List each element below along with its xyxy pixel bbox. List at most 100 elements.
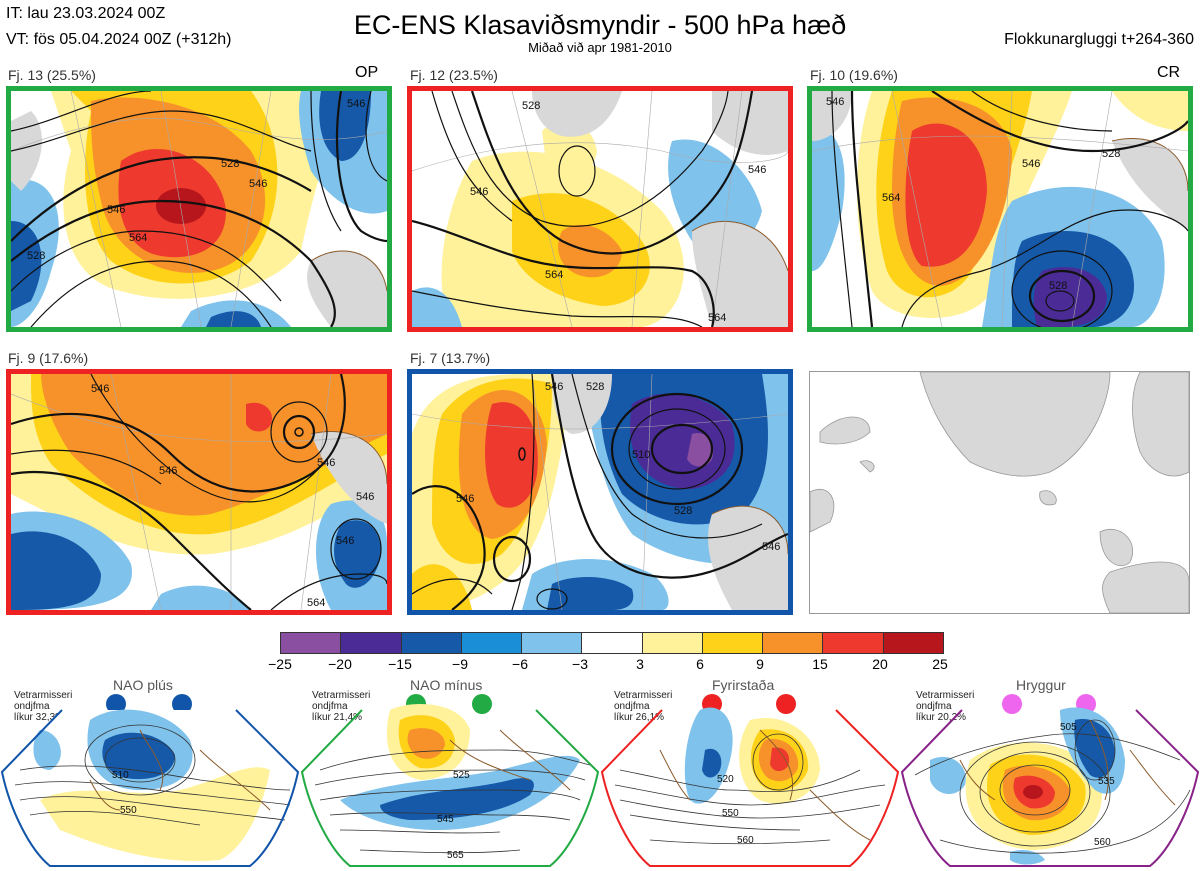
regime-map-nao-plus: 510 550 [0, 694, 300, 867]
regime-info-line: Vetrarmisseri [614, 690, 673, 701]
regime-title: NAO mínus [410, 677, 483, 693]
contour-label: 546 [91, 383, 109, 395]
regime-dot [1002, 694, 1022, 714]
colorbar-segment [281, 633, 342, 653]
colorbar-segment [461, 633, 523, 653]
regime-contour-label: 535 [1098, 776, 1115, 787]
colorbar-tick: −15 [388, 656, 412, 672]
regime-contour-label: 520 [717, 774, 734, 785]
contour-label: 546 [545, 381, 563, 393]
contour-label: 546 [159, 465, 177, 477]
regime-info-line: ondjfma [916, 701, 952, 712]
colorbar-segment [702, 633, 764, 653]
colorbar-tick: −25 [268, 656, 292, 672]
colorbar-tick: −6 [512, 656, 528, 672]
regime-contour-label: 550 [120, 805, 137, 816]
colorbar-segment [401, 633, 462, 653]
cluster-map-5: 546 528 510 528 546 546 [407, 369, 793, 615]
regime-info-line: Vetrarmisseri [14, 690, 73, 701]
init-time: IT: lau 23.03.2024 00Z [6, 5, 166, 22]
regime-map-nao-minus: 525 545 565 [300, 694, 600, 867]
colorbar-tick: 9 [756, 656, 764, 672]
contour-label: 564 [708, 312, 726, 324]
contour-label: 528 [221, 158, 239, 170]
contour-label: 546 [249, 178, 267, 190]
regime-info-line: ondjfma [312, 701, 348, 712]
regime-contour-label: 550 [722, 808, 739, 819]
colorbar-tick: −3 [572, 656, 588, 672]
regime-contour-label: 545 [437, 814, 454, 825]
reference-map [809, 371, 1190, 614]
regime-contour-label: 565 [447, 850, 464, 861]
contour-label: 564 [129, 232, 147, 244]
contour-label: 564 [882, 192, 900, 204]
colorbar-tick: 15 [812, 656, 828, 672]
contour-label: 528 [674, 505, 692, 517]
contour-label: 546 [317, 457, 335, 469]
contour-label: 528 [1049, 280, 1067, 292]
contour-label: 564 [307, 597, 325, 609]
regime-contour-label: 525 [453, 770, 470, 781]
regime-dot [172, 694, 192, 714]
colorbar-segment [763, 633, 824, 653]
regime-title: NAO plús [113, 677, 173, 693]
contour-label: 528 [586, 381, 604, 393]
colorbar-tick: 3 [636, 656, 644, 672]
colorbar-tick: 20 [872, 656, 888, 672]
contour-label: 528 [27, 250, 45, 262]
contour-label: 546 [762, 541, 780, 553]
regime-info: Vetrarmisseri ondjfma líkur 21,4% [312, 690, 370, 723]
contour-label: 546 [456, 493, 474, 505]
contour-label: 528 [522, 100, 540, 112]
regime-map-blocking: 520 550 560 [600, 694, 900, 867]
cluster-map-4: 546 546 546 546 546 564 [6, 369, 392, 615]
regime-info: Vetrarmisseri ondjfma líkur 32,3% [14, 690, 72, 723]
panel-tag: CR [1157, 64, 1181, 81]
contour-label: 564 [545, 269, 563, 281]
regime-dot [776, 694, 796, 714]
contour-label: 528 [1102, 148, 1120, 160]
regime-contour-label: 505 [1060, 722, 1077, 733]
regime-contour-label: 510 [112, 770, 129, 781]
colorbar-segment [582, 633, 643, 653]
contour-label: 546 [1022, 158, 1040, 170]
contour-label: 546 [107, 204, 125, 216]
regime-info: Vetrarmisseri ondjfma líkur 26,1% [614, 690, 672, 723]
regime-title: Hryggur [1016, 677, 1066, 693]
colorbar-tick: −20 [328, 656, 352, 672]
page-subtitle: Miðað við apr 1981-2010 [528, 40, 672, 55]
panel-tag: OP [355, 64, 379, 81]
colorbar-segment [522, 633, 583, 653]
regime-contour-label: 560 [1094, 837, 1111, 848]
contour-label: 546 [748, 164, 766, 176]
colorbar-tick: 6 [696, 656, 704, 672]
regime-info-line: Vetrarmisseri [312, 690, 371, 701]
cluster-window: Flokkunargluggi t+264-360 [1004, 31, 1194, 48]
regime-info-line: líkur 32,3% [14, 712, 65, 723]
contour-label: 546 [826, 96, 844, 108]
cluster-map-2: 528 546 564 546 564 [407, 86, 793, 332]
colorbar-tick: 25 [932, 656, 948, 672]
regime-info-line: líkur 20,2% [916, 712, 967, 723]
regime-contour-label: 560 [737, 835, 754, 846]
regime-info-line: líkur 21,4% [312, 712, 363, 723]
regime-info: Vetrarmisseri ondjfma líkur 20,2% [916, 690, 974, 723]
panel-label: Fj. 7 (13.7%) [410, 350, 491, 366]
page-title: EC-ENS Klasaviðsmyndir - 500 hPa hæð [353, 10, 847, 40]
regime-title: Fyrirstaða [712, 677, 775, 693]
contour-label: 510 [632, 449, 650, 461]
colorbar-segment [823, 633, 884, 653]
colorbar-segment [642, 633, 703, 653]
contour-label: 546 [470, 186, 488, 198]
panel-label: Fj. 12 (23.5%) [410, 67, 498, 83]
colorbar [280, 632, 944, 654]
regime-dot [472, 694, 492, 714]
colorbar-segment [883, 633, 943, 653]
valid-time: VT: fös 05.04.2024 00Z (+312h) [6, 31, 232, 48]
cluster-map-3: 546 564 546 528 528 [807, 86, 1193, 332]
panel-label: Fj. 9 (17.6%) [8, 350, 89, 366]
regime-dot [106, 694, 126, 714]
colorbar-segment [341, 633, 402, 653]
regime-info-line: líkur 26,1% [614, 712, 665, 723]
contour-label: 546 [356, 491, 374, 503]
